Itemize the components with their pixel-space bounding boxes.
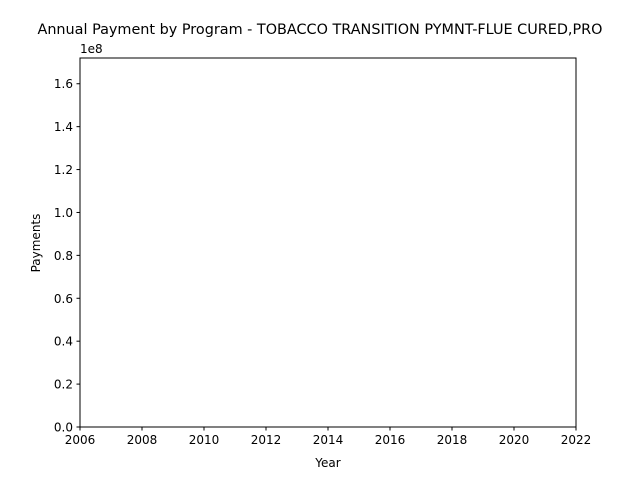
- y-axis-label: Payments: [29, 214, 43, 273]
- x-axis-label: Year: [314, 456, 340, 470]
- x-tick-label: 2008: [127, 433, 158, 447]
- y-axis-ticks: 0.0 0.2 0.4 0.6 0.8 1.0 1.2 1.4 1.6: [54, 77, 80, 435]
- x-tick-label: 2014: [313, 433, 344, 447]
- y-tick-label: 0.6: [54, 292, 73, 306]
- y-axis-offset-text: 1e8: [80, 42, 103, 56]
- plot-area: [79, 57, 577, 428]
- y-tick-label: 0.2: [54, 378, 73, 392]
- x-tick-label: 2006: [65, 433, 96, 447]
- y-tick-label: 0.8: [54, 249, 73, 263]
- x-tick-label: 2020: [499, 433, 530, 447]
- y-tick-label: 1.2: [54, 163, 73, 177]
- x-tick-label: 2012: [251, 433, 282, 447]
- y-tick-label: 1.6: [54, 77, 73, 91]
- y-tick-label: 0.0: [54, 421, 73, 435]
- x-tick-label: 2022: [561, 433, 592, 447]
- x-axis-ticks: 2006 2008 2010 2012 2014 2016 2018 2020 2022: [65, 427, 592, 447]
- chart-title: Annual Payment by Program - TOBACCO TRAN…: [37, 22, 602, 38]
- y-tick-label: 0.4: [54, 335, 73, 349]
- y-tick-label: 1.0: [54, 206, 73, 220]
- x-tick-label: 2018: [437, 433, 468, 447]
- x-tick-label: 2016: [375, 433, 406, 447]
- y-tick-label: 1.4: [54, 120, 73, 134]
- x-tick-label: 2010: [189, 433, 220, 447]
